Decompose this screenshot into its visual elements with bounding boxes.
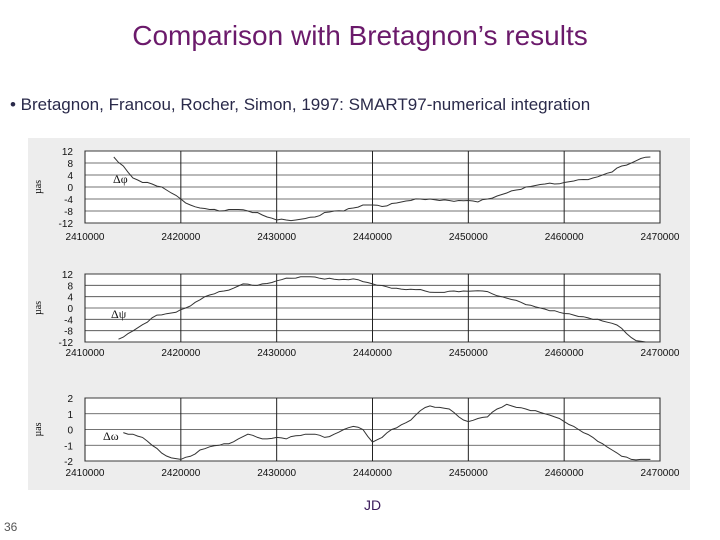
x-tick-label: 2450000 <box>449 348 488 359</box>
x-tick-label: 2420000 <box>161 232 200 243</box>
series-line <box>123 403 651 461</box>
x-tick-label: 2430000 <box>257 348 296 359</box>
y-tick-label: 0 <box>67 426 73 437</box>
y-axis-label: µas <box>33 422 44 436</box>
x-tick-label: 2470000 <box>641 468 680 479</box>
x-tick-label: 2420000 <box>161 468 200 479</box>
y-axis-label: µas <box>33 301 44 315</box>
x-tick-label: 2430000 <box>257 232 296 243</box>
x-tick-label: 2410000 <box>66 348 105 359</box>
y-tick-label: 4 <box>67 171 73 182</box>
series-label: Δψ <box>111 307 127 321</box>
y-tick-label: -2 <box>64 457 73 468</box>
x-tick-label: 2440000 <box>353 232 392 243</box>
y-tick-label: 2 <box>67 394 73 405</box>
x-tick-label: 2460000 <box>545 348 584 359</box>
x-tick-label: 2460000 <box>545 232 584 243</box>
y-axis-label: µas <box>33 180 44 194</box>
x-tick-label: 2470000 <box>641 232 680 243</box>
x-tick-label: 2470000 <box>641 348 680 359</box>
y-tick-label: 8 <box>67 281 73 292</box>
series-label: Δφ <box>113 172 128 186</box>
y-tick-label: 0 <box>67 304 73 315</box>
series-line <box>118 276 646 343</box>
y-tick-label: 1 <box>67 410 73 421</box>
bullet-text: • Bretagnon, Francou, Rocher, Simon, 199… <box>10 95 591 114</box>
y-tick-label: -1 <box>64 441 73 452</box>
y-tick-label: 8 <box>67 159 73 170</box>
series-label: Δω <box>103 429 119 443</box>
slide-title: Comparison with Bretagnon’s results <box>132 20 588 51</box>
y-tick-label: 0 <box>67 183 73 194</box>
y-tick-label: -4 <box>64 195 73 206</box>
y-tick-label: -12 <box>59 338 74 349</box>
x-tick-label: 2440000 <box>353 468 392 479</box>
x-tick-label: 2450000 <box>449 232 488 243</box>
x-tick-label: 2410000 <box>66 468 105 479</box>
y-tick-label: -12 <box>59 219 74 230</box>
page-number: 36 <box>4 520 18 534</box>
y-tick-label: -8 <box>64 327 73 338</box>
x-tick-label: 2430000 <box>257 468 296 479</box>
y-tick-label: 4 <box>67 293 73 304</box>
x-tick-label: 2410000 <box>66 232 105 243</box>
y-tick-label: 12 <box>62 270 74 281</box>
series-line <box>113 156 651 222</box>
y-tick-label: -4 <box>64 315 73 326</box>
x-tick-label: 2420000 <box>161 348 200 359</box>
x-tick-label: 2460000 <box>545 468 584 479</box>
y-tick-label: 12 <box>62 147 74 158</box>
y-tick-label: -8 <box>64 207 73 218</box>
x-tick-label: 2440000 <box>353 348 392 359</box>
x-axis-label: JD <box>363 497 382 513</box>
x-tick-label: 2450000 <box>449 468 488 479</box>
